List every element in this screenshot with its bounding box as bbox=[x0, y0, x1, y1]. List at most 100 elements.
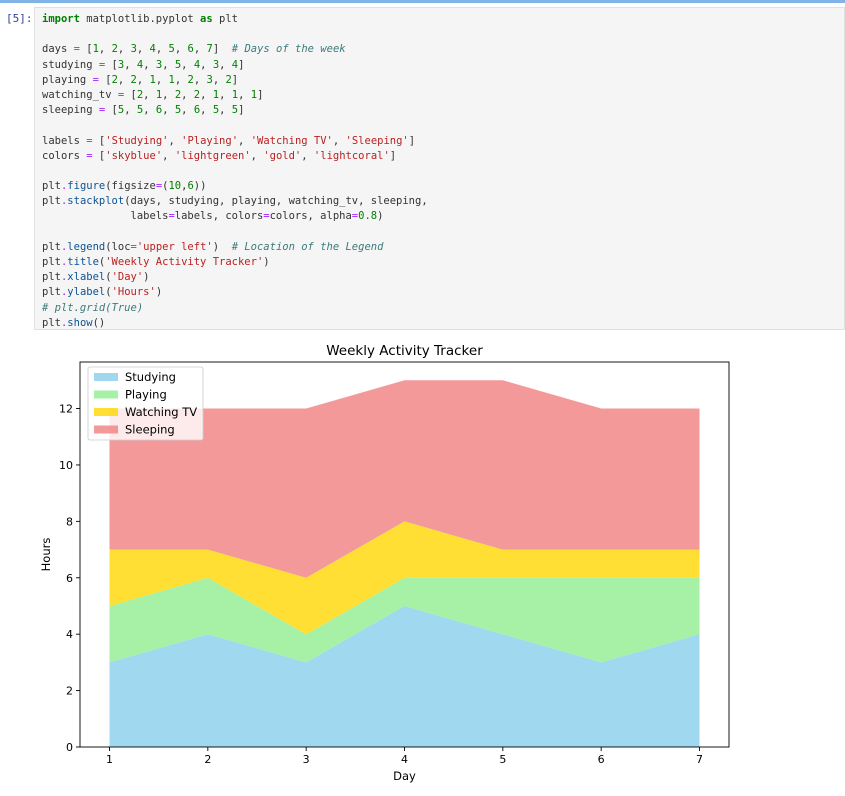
code-line: plt.show() bbox=[42, 316, 428, 331]
code-line: plt.xlabel('Day') bbox=[42, 270, 428, 285]
code-token: labels bbox=[42, 134, 87, 147]
code-token: [ bbox=[79, 43, 93, 56]
code-token: . bbox=[60, 180, 68, 193]
y-tick-label: 2 bbox=[66, 685, 73, 698]
code-line: labels=labels, colors=colors, alpha=0.8) bbox=[42, 209, 428, 224]
code-token: ] bbox=[389, 149, 397, 162]
chart-title: Weekly Activity Tracker bbox=[326, 343, 483, 359]
legend-swatch bbox=[94, 408, 118, 416]
code-token: 'skyblue' bbox=[105, 149, 163, 162]
code-token: ] bbox=[238, 58, 245, 71]
code-token: 2 bbox=[111, 43, 118, 56]
code-token: ] bbox=[257, 88, 264, 101]
code-token: , bbox=[238, 88, 251, 101]
code-token: [ bbox=[105, 58, 118, 71]
code-token: 'Watching TV' bbox=[250, 134, 333, 147]
code-token: . bbox=[60, 271, 68, 284]
code-token: plt bbox=[42, 256, 61, 268]
code-token: 3 bbox=[206, 73, 213, 86]
code-token: 5 bbox=[117, 104, 125, 117]
code-token: , bbox=[193, 43, 207, 56]
code-token: . bbox=[60, 316, 68, 329]
code-line: plt.legend(loc='upper left') # Location … bbox=[42, 240, 428, 255]
code-token: , bbox=[200, 104, 213, 117]
code-token: plt bbox=[42, 316, 61, 329]
code-token: 7 bbox=[206, 43, 213, 56]
code-token: = bbox=[98, 104, 106, 117]
code-token: plt bbox=[42, 271, 61, 284]
code-token: , bbox=[136, 43, 150, 56]
code-token: 'Studying' bbox=[105, 134, 169, 147]
code-token: = bbox=[86, 134, 93, 147]
code-token: as bbox=[200, 13, 213, 25]
code-token: [ bbox=[124, 88, 137, 101]
code-token: = bbox=[130, 240, 137, 253]
code-line: colors = ['skyblue', 'lightgreen', 'gold… bbox=[42, 149, 428, 164]
code-token: 4 bbox=[149, 43, 156, 56]
code-token: = bbox=[168, 210, 175, 223]
code-token: 4 bbox=[136, 58, 144, 71]
code-token: 6 bbox=[187, 43, 194, 56]
code-token: xlabel bbox=[67, 271, 106, 284]
code-line: plt.figure(figsize=(10,6)) bbox=[42, 179, 428, 194]
code-token: (loc bbox=[105, 240, 131, 253]
code-token: # plt.grid(True) bbox=[42, 301, 144, 314]
code-token: import bbox=[42, 13, 80, 25]
code-token: plt bbox=[42, 195, 61, 208]
code-token: ] bbox=[231, 73, 239, 86]
x-tick-label: 3 bbox=[303, 753, 310, 766]
code-token: = bbox=[155, 180, 163, 193]
code-token: matplotlib.pyplot bbox=[79, 13, 201, 25]
legend-label: Sleeping bbox=[125, 423, 175, 437]
code-token: 'Playing' bbox=[181, 134, 239, 147]
code-token: , bbox=[143, 104, 156, 117]
code-token: show bbox=[67, 316, 93, 329]
code-token: , bbox=[332, 134, 346, 147]
y-axis-label: Hours bbox=[39, 538, 53, 572]
code-token: 2 bbox=[174, 88, 182, 101]
code-token: [ bbox=[105, 104, 118, 117]
code-token: 1 bbox=[250, 88, 258, 101]
code-token: 'lightcoral' bbox=[313, 149, 390, 162]
code-token: , bbox=[219, 104, 232, 117]
execution-count-prompt: [5]: bbox=[6, 12, 33, 25]
y-tick-label: 10 bbox=[59, 459, 73, 472]
x-tick-label: 7 bbox=[696, 753, 703, 766]
code-token: ( bbox=[98, 256, 106, 268]
code-token: plt bbox=[42, 286, 61, 299]
code-token: watching_tv bbox=[42, 88, 118, 101]
code-token: colors, alpha bbox=[269, 210, 352, 223]
code-token: , bbox=[162, 58, 175, 71]
code-line bbox=[42, 118, 428, 133]
code-token: 1 bbox=[92, 43, 99, 56]
code-token: # Days of the week bbox=[231, 43, 346, 56]
code-block[interactable]: import matplotlib.pyplot as plt days = [1… bbox=[42, 12, 428, 331]
code-token: , bbox=[193, 73, 207, 86]
code-token: = bbox=[92, 73, 99, 86]
code-token: 3 bbox=[212, 58, 220, 71]
code-token: )) bbox=[193, 180, 207, 193]
code-token: ] bbox=[212, 43, 232, 56]
code-line: plt.title('Weekly Activity Tracker') bbox=[42, 255, 428, 270]
code-token: 5 bbox=[212, 104, 220, 117]
code-token: 5 bbox=[174, 104, 182, 117]
code-cell-editor[interactable]: import matplotlib.pyplot as plt days = [1… bbox=[34, 7, 845, 330]
code-token: 1 bbox=[212, 88, 220, 101]
code-token: 5 bbox=[168, 43, 175, 56]
code-token: , bbox=[200, 58, 213, 71]
code-token: , bbox=[143, 88, 156, 101]
x-tick-label: 5 bbox=[499, 753, 506, 766]
legend-label: Watching TV bbox=[125, 405, 197, 419]
code-token: = bbox=[117, 88, 125, 101]
code-token: 6 bbox=[155, 104, 163, 117]
legend-swatch bbox=[94, 390, 118, 399]
code-token: 4 bbox=[193, 58, 201, 71]
code-token: ) bbox=[263, 256, 270, 268]
code-line: studying = [3, 4, 3, 5, 4, 3, 4] bbox=[42, 58, 428, 73]
code-token: 'Weekly Activity Tracker' bbox=[105, 256, 264, 268]
code-line bbox=[42, 164, 428, 179]
code-token: plt bbox=[212, 13, 238, 25]
code-token: 10 bbox=[168, 180, 182, 193]
x-tick-label: 6 bbox=[598, 753, 605, 766]
